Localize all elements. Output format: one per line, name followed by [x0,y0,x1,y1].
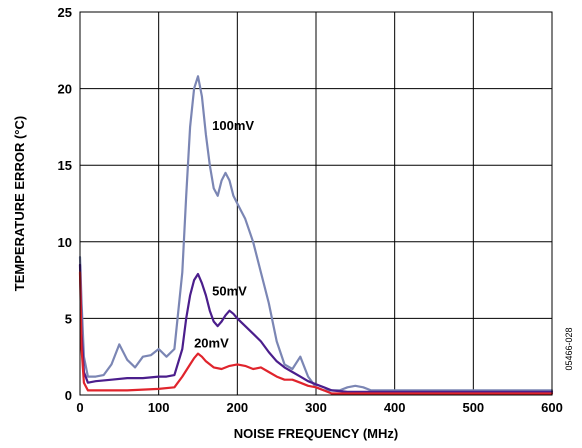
x-tick-label: 200 [226,400,248,415]
y-tick-label: 10 [58,235,72,250]
plot-area-frame [79,11,553,396]
series-label: 100mV [212,118,254,133]
x-tick-label: 600 [541,400,563,415]
x-tick-label: 500 [462,400,484,415]
figure-id: 05466-028 [564,328,574,371]
series-annotations: 100mV 50mV 20mV [194,118,254,351]
grid [80,12,552,395]
series-lines [78,75,554,395]
y-tick-label: 20 [58,82,72,97]
y-tick-label: 5 [65,311,72,326]
y-tick-label: 25 [58,5,72,20]
y-tick-label: 15 [58,158,72,173]
x-tick-label: 0 [76,400,83,415]
x-tick-label: 400 [384,400,406,415]
series-line-100mv [78,75,554,392]
y-axis-title: TEMPERATURE ERROR (°C) [12,116,27,291]
y-tick-labels: 0 5 10 15 20 25 [58,5,72,403]
x-tick-labels: 0 100 200 300 400 500 600 [76,400,562,415]
series-label: 50mV [212,283,247,298]
x-tick-label: 100 [148,400,170,415]
series-line-50mv [78,263,554,393]
x-axis-title: NOISE FREQUENCY (MHz) [234,426,398,441]
x-tick-label: 300 [305,400,327,415]
series-label: 20mV [194,336,229,351]
series-line-20mv [78,271,554,395]
y-tick-label: 0 [65,388,72,403]
